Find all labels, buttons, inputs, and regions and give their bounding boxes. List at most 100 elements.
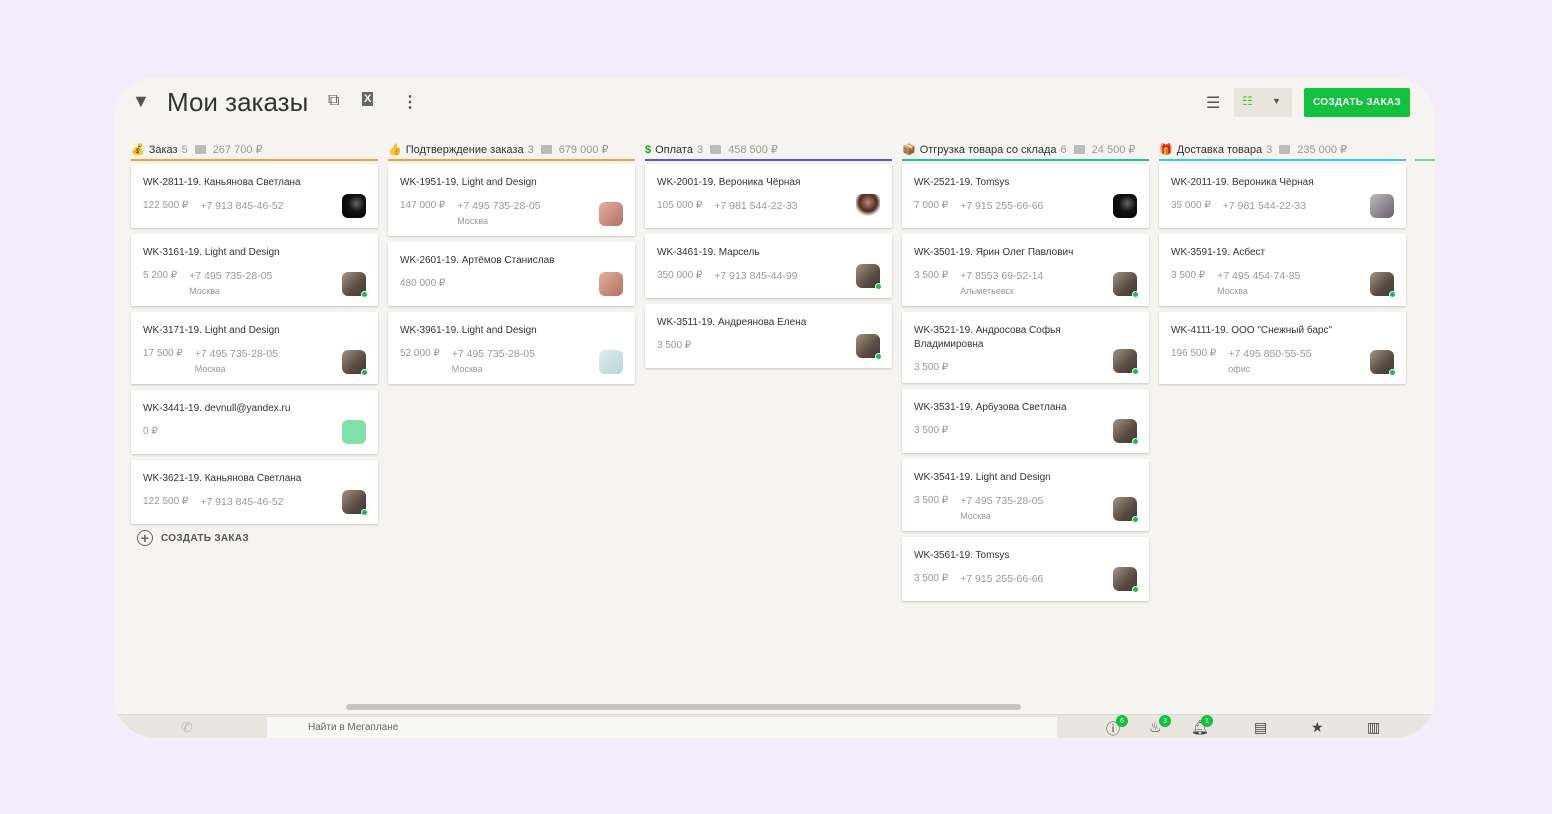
order-title: WK-3501-19. Ярин Олег Павлович	[914, 247, 1074, 258]
column-sum: 235 000 ₽	[1297, 144, 1348, 156]
column-header[interactable]: 💰 Заказ 5 267 700 ₽	[131, 140, 378, 161]
client-city: Москва	[451, 364, 483, 374]
copy-add-icon[interactable]: ⧉	[328, 92, 340, 109]
order-card[interactable]: WK-2601-19. Артёмов Станислав 480 000 ₽	[388, 242, 635, 306]
gift-icon: 🎁	[1159, 144, 1173, 156]
page-title: Мои заказы	[167, 87, 309, 117]
column-4: 🎁 Доставка товара 3 235 000 ₽ WK-2011-19…	[1159, 140, 1406, 390]
bottom-bar: ✆ Найти в Мегаплане ⓘ 6 ♨ 3 🔔︎ 1 ▤ ★ ▥	[115, 714, 1435, 738]
client-city: Москва	[1217, 286, 1248, 296]
client-phone: +7 495 454-74-85	[1217, 270, 1301, 282]
order-card[interactable]: WK-2811-19. Каньянова Светлана 122 500 ₽…	[131, 164, 378, 228]
order-title: WK-3171-19. Light and Design	[143, 325, 280, 336]
client-phone: +7 495 735-28-05	[194, 348, 278, 360]
online-indicator	[875, 353, 882, 360]
list-view-icon[interactable]: ☰	[1206, 95, 1221, 112]
avatar	[1113, 497, 1139, 523]
order-card[interactable]: WK-3541-19. Light and Design 3 500 ₽ +7 …	[902, 459, 1149, 531]
order-title: WK-2811-19. Каньянова Светлана	[143, 177, 301, 188]
order-amount: 0 ₽	[143, 426, 158, 437]
order-amount: 3 500 ₽	[914, 573, 949, 584]
column-count: 5	[181, 143, 188, 156]
online-indicator	[361, 291, 368, 298]
avatar	[342, 490, 368, 516]
column-count: 3	[1266, 143, 1273, 156]
excel-icon[interactable]: X	[362, 92, 374, 106]
order-title: WK-3511-19. Андреянова Елена	[657, 317, 807, 328]
avatar	[1370, 350, 1396, 376]
online-indicator	[1389, 369, 1396, 376]
avatar	[1370, 272, 1396, 298]
briefcase-icon	[540, 145, 552, 154]
column-title: Отгрузка товара со склада	[919, 143, 1057, 156]
client-city: Москва	[189, 286, 220, 296]
order-card[interactable]: WK-2001-19. Вероника Чёрная 105 000 ₽ +7…	[645, 164, 892, 228]
order-amount: 35 000 ₽	[1171, 200, 1211, 211]
column-count: 6	[1060, 143, 1067, 156]
avatar	[342, 272, 368, 298]
create-order-button[interactable]: СОЗДАТЬ ЗАКАЗ	[1304, 88, 1410, 117]
alert-icon[interactable]: ⓘ 6	[1106, 715, 1128, 738]
book-icon[interactable]: ▥	[1367, 719, 1381, 735]
order-title: WK-3561-19. Tomsys	[914, 550, 1010, 561]
order-card[interactable]: WK-3531-19. Арбузова Светлана 3 500 ₽	[902, 389, 1149, 453]
avatar	[342, 194, 366, 218]
plus-circle-icon: +	[137, 530, 153, 546]
chat-icon[interactable]: ▤	[1254, 719, 1268, 735]
avatar	[1113, 194, 1137, 218]
order-card[interactable]: WK-3561-19. Tomsys 3 500 ₽ +7 915 255-66…	[902, 537, 1149, 601]
global-search-input[interactable]: Найти в Мегаплане	[267, 717, 1057, 738]
order-card[interactable]: WK-3461-19. Марсель 350 000 ₽ +7 913 845…	[645, 234, 892, 298]
bell-icon[interactable]: 🔔︎ 1	[1191, 715, 1213, 736]
briefcase-icon	[1279, 145, 1291, 154]
online-indicator	[361, 369, 368, 376]
avatar	[1370, 194, 1394, 218]
order-title: WK-3541-19. Light and Design	[914, 472, 1051, 483]
kanban-view-icon: ☷	[1242, 94, 1253, 108]
column-header[interactable]: 👍 Подтверждение заказа 3 679 000 ₽	[388, 140, 635, 161]
order-card[interactable]: WK-2011-19. Вероника Чёрная 35 000 ₽ +7 …	[1159, 164, 1406, 228]
order-card[interactable]: WK-3621-19. Каньянова Светлана 122 500 ₽…	[131, 460, 378, 524]
filter-icon[interactable]: ▼	[132, 91, 150, 111]
order-card[interactable]: WK-3591-19. Асбест 3 500 ₽ +7 495 454-74…	[1159, 234, 1406, 306]
column-header[interactable]: $ Оплата 3 458 500 ₽	[645, 140, 892, 161]
order-amount: 122 500 ₽	[143, 200, 189, 211]
order-card[interactable]: WK-4111-19. ООО "Снежный барс" 196 500 ₽…	[1159, 312, 1406, 384]
client-phone: +7 495 735-28-05	[960, 495, 1044, 507]
column-sum: 458 500 ₽	[728, 144, 778, 156]
order-card[interactable]: WK-3511-19. Андреянова Елена 3 500 ₽	[645, 304, 892, 368]
phone-icon[interactable]: ✆	[181, 719, 193, 735]
fire-icon[interactable]: ♨ 3	[1149, 715, 1171, 736]
more-vert-icon[interactable]: ⋮	[402, 94, 418, 111]
order-card[interactable]: WK-3161-19. Light and Design 5 200 ₽ +7 …	[131, 234, 378, 306]
add-order-button[interactable]: + СОЗДАТЬ ЗАКАЗ	[137, 530, 378, 546]
app-window: ▼ Мои заказы ⧉ X ⋮ ☰ ☷ ▼ СОЗДАТЬ ЗАКАЗ 💰…	[115, 78, 1435, 738]
avatar	[1113, 272, 1139, 298]
order-title: WK-3591-19. Асбест	[1171, 247, 1266, 258]
order-card[interactable]: WK-3441-19. devnull@yandex.ru 0 ₽	[131, 390, 378, 454]
order-title: WK-3461-19. Марсель	[657, 247, 760, 258]
thumbs-up-icon: 👍	[388, 144, 402, 156]
order-title: WK-2001-19. Вероника Чёрная	[657, 177, 801, 188]
column-header[interactable]: 🎁 Доставка товара 3 235 000 ₽	[1159, 140, 1406, 161]
order-amount: 122 500 ₽	[143, 496, 189, 507]
online-indicator	[1132, 291, 1139, 298]
order-card[interactable]: WK-2521-19. Tomsys 7 000 ₽ +7 915 255-66…	[902, 164, 1149, 228]
view-selector[interactable]: ☷ ▼	[1234, 88, 1292, 117]
order-card[interactable]: WK-3521-19. Андросова Софья Владимировна…	[902, 312, 1149, 383]
order-amount: 52 000 ₽	[400, 348, 440, 359]
order-amount: 3 500 ₽	[914, 362, 949, 373]
order-card[interactable]: WK-1951-19. Light and Design 147 000 ₽ +…	[388, 164, 635, 236]
order-title: WK-3441-19. devnull@yandex.ru	[143, 403, 291, 414]
horizontal-scrollbar[interactable]	[346, 704, 1021, 710]
order-card[interactable]: WK-3501-19. Ярин Олег Павлович 3 500 ₽ +…	[902, 234, 1149, 306]
online-indicator	[1389, 291, 1396, 298]
star-icon[interactable]: ★	[1311, 719, 1324, 735]
toolbar: ▼ Мои заказы ⧉ X ⋮ ☰ ☷ ▼ СОЗДАТЬ ЗАКАЗ	[115, 78, 1435, 128]
online-indicator	[1132, 438, 1139, 445]
client-phone: +7 981 544-22-33	[1222, 200, 1306, 212]
order-card[interactable]: WK-3961-19. Light and Design 52 000 ₽ +7…	[388, 312, 635, 384]
client-phone: +7 915 255-66-66	[960, 573, 1044, 585]
order-card[interactable]: WK-3171-19. Light and Design 17 500 ₽ +7…	[131, 312, 378, 384]
column-header[interactable]: 📦 Отгрузка товара со склада 6 24 500 ₽	[902, 140, 1149, 161]
